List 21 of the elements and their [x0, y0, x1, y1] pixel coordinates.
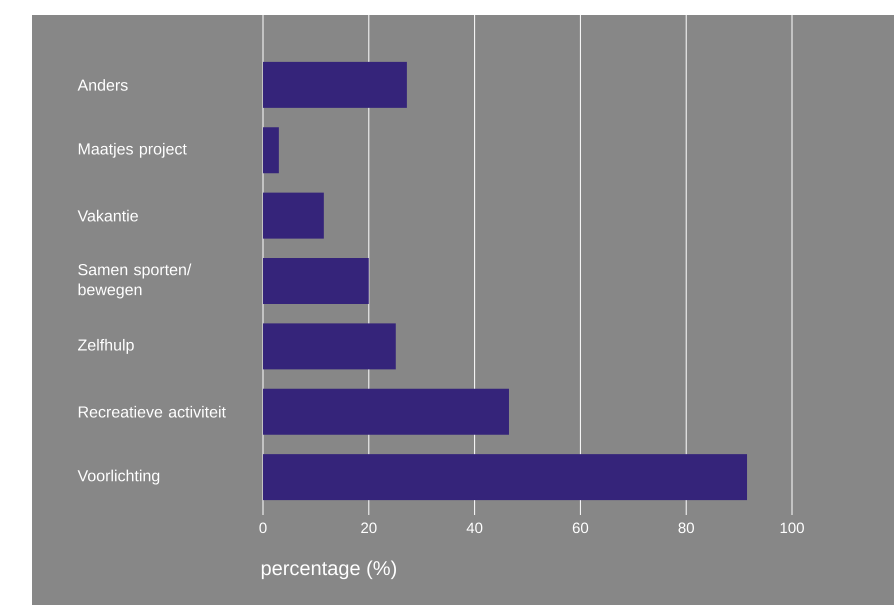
x-tick-label: 80	[678, 522, 694, 534]
y-tick-label: Voorlichting	[78, 470, 160, 485]
x-tick-label: 40	[466, 522, 482, 534]
x-axis-title: percentage (%)	[262, 560, 396, 580]
y-tick-label: Zelfhulp	[78, 338, 134, 354]
bar	[263, 258, 369, 304]
y-tick-label: Maatjes project	[78, 142, 187, 158]
bar	[263, 454, 748, 500]
x-tick-label: 20	[361, 522, 377, 534]
bar	[263, 62, 407, 108]
y-tick-label: Anders	[78, 79, 128, 91]
x-tick-label: 100	[780, 522, 804, 534]
bar	[263, 388, 509, 435]
x-tick-label: 60	[572, 522, 588, 534]
y-tick-label: Recreatieve activiteit	[78, 406, 226, 418]
bar	[263, 127, 279, 174]
bar	[263, 192, 324, 239]
bar	[263, 323, 396, 370]
y-tick-label: Vakantie	[78, 210, 138, 222]
y-tick-label: Samen sporten/ bewegen	[78, 264, 192, 298]
x-tick-label: 0	[259, 522, 267, 534]
